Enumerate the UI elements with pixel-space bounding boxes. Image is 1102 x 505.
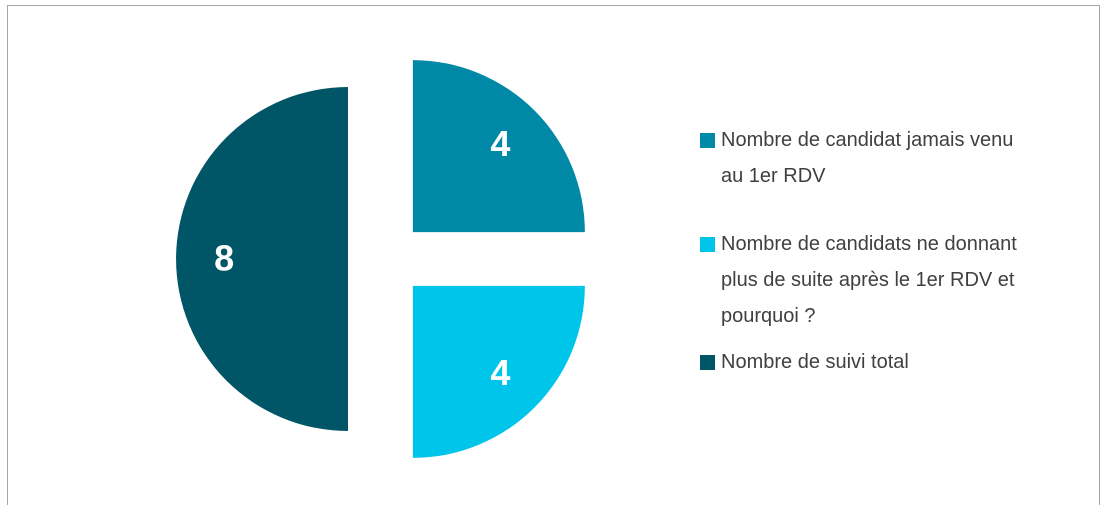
legend-swatch <box>700 355 715 370</box>
data-label: 4 <box>490 123 510 164</box>
legend-label: Nombre de candidats ne donnant plus de s… <box>721 233 1017 327</box>
frame <box>7 5 1100 505</box>
legend-item: Nombre de suivi total <box>700 344 1030 380</box>
data-label: 8 <box>214 238 234 279</box>
legend-label: Nombre de candidat jamais venu au 1er RD… <box>721 129 1014 187</box>
legend-swatch <box>700 133 715 148</box>
data-label: 4 <box>490 352 510 393</box>
legend-item: Nombre de candidats ne donnant plus de s… <box>700 226 1030 334</box>
pie-slice <box>412 60 585 233</box>
pie-slice <box>412 285 585 458</box>
legend-label: Nombre de suivi total <box>721 351 909 373</box>
legend-swatch <box>700 237 715 252</box>
legend-item: Nombre de candidat jamais venu au 1er RD… <box>700 122 1030 194</box>
pie-slice <box>176 87 348 431</box>
